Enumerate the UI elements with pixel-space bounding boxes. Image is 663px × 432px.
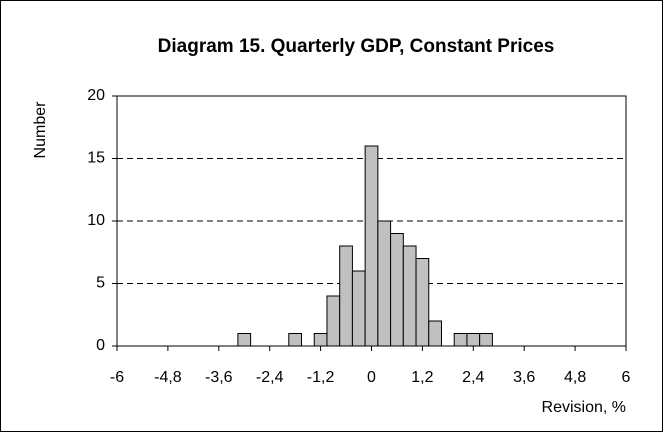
bar bbox=[390, 233, 404, 347]
bar bbox=[377, 220, 392, 347]
bar bbox=[351, 270, 366, 347]
y-tick-label: 10 bbox=[87, 212, 105, 229]
bar bbox=[415, 258, 430, 347]
x-axis-label: Revision, % bbox=[542, 399, 626, 416]
x-tick-label: -1,2 bbox=[307, 369, 335, 386]
chart-title: Diagram 15. Quarterly GDP, Constant Pric… bbox=[158, 36, 555, 57]
bar bbox=[402, 245, 417, 347]
x-tick-label: 2,4 bbox=[462, 369, 484, 386]
x-tick-label: 0 bbox=[367, 369, 376, 386]
x-tick-label: 4,8 bbox=[564, 369, 586, 386]
x-tick-label: 1,2 bbox=[411, 369, 433, 386]
x-tick-label: 3,6 bbox=[513, 369, 535, 386]
bar bbox=[466, 333, 481, 347]
x-tick-label: 6 bbox=[622, 369, 631, 386]
y-axis-label: Number bbox=[32, 101, 49, 159]
bar bbox=[326, 295, 341, 347]
y-tick-label: 5 bbox=[96, 275, 105, 292]
bar bbox=[479, 333, 493, 347]
bar bbox=[313, 333, 328, 347]
x-tick-label: -4,8 bbox=[154, 369, 182, 386]
x-tick-label: -3,6 bbox=[205, 369, 233, 386]
y-tick-label: 0 bbox=[96, 337, 105, 354]
bar bbox=[364, 145, 379, 347]
bar bbox=[339, 245, 353, 347]
x-tick-label: -2,4 bbox=[256, 369, 284, 386]
bar bbox=[288, 333, 303, 347]
bar bbox=[428, 320, 442, 347]
y-tick-label: 15 bbox=[87, 150, 105, 167]
bar bbox=[453, 333, 468, 347]
bar bbox=[237, 333, 252, 347]
y-tick-label: 20 bbox=[87, 87, 105, 104]
x-tick-label: -6 bbox=[110, 369, 124, 386]
